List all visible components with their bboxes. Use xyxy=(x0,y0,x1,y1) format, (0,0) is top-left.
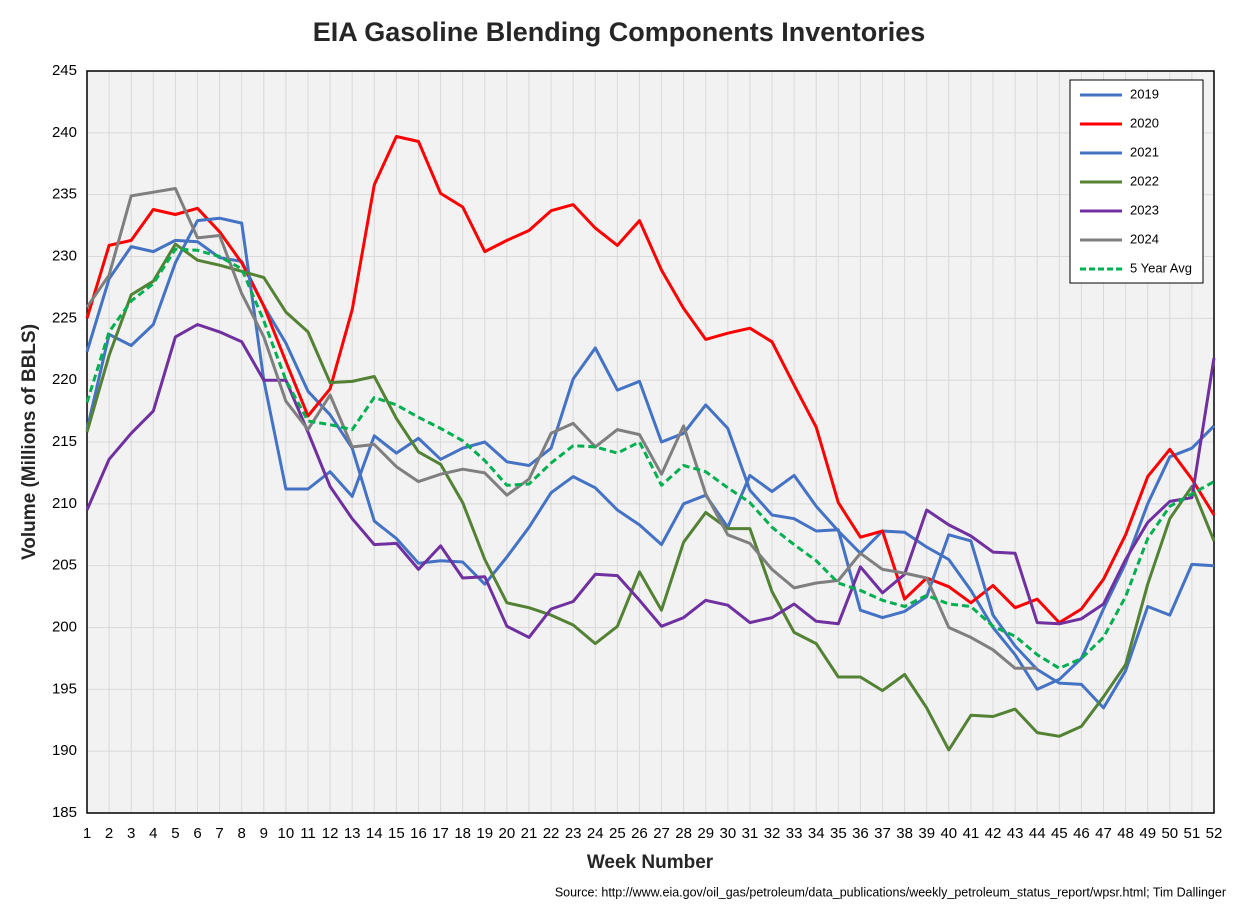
x-tick-label: 34 xyxy=(808,825,825,842)
x-tick-label: 5 xyxy=(171,825,179,842)
x-tick-label: 22 xyxy=(543,825,560,842)
x-tick-label: 10 xyxy=(278,825,295,842)
x-tick-label: 32 xyxy=(764,825,781,842)
legend-label: 2022 xyxy=(1130,173,1159,188)
x-tick-label: 13 xyxy=(344,825,361,842)
y-tick-label: 230 xyxy=(52,247,77,264)
legend-label: 5 Year Avg xyxy=(1130,260,1192,275)
x-tick-label: 1 xyxy=(83,825,91,842)
x-tick-label: 42 xyxy=(985,825,1002,842)
x-tick-label: 43 xyxy=(1007,825,1024,842)
series-line xyxy=(85,323,1216,639)
x-tick-label: 37 xyxy=(874,825,891,842)
x-tick-label: 16 xyxy=(410,825,427,842)
x-tick-label: 15 xyxy=(388,825,405,842)
x-tick-label: 41 xyxy=(963,825,980,842)
y-tick-label: 210 xyxy=(52,495,77,512)
x-tick-label: 26 xyxy=(631,825,648,842)
x-tick-label: 24 xyxy=(587,825,604,842)
y-tick-label: 200 xyxy=(52,618,77,635)
y-tick-label: 195 xyxy=(52,680,77,697)
x-tick-label: 7 xyxy=(215,825,223,842)
series-line xyxy=(85,187,1038,670)
x-tick-label: 27 xyxy=(653,825,670,842)
x-tick-label: 3 xyxy=(127,825,135,842)
y-tick-label: 240 xyxy=(52,124,77,141)
series-line xyxy=(85,247,1215,670)
series-line xyxy=(85,238,1216,691)
x-tick-label: 49 xyxy=(1139,825,1156,842)
legend-label: 2019 xyxy=(1130,86,1159,101)
x-tick-label: 28 xyxy=(675,825,692,842)
y-tick-label: 185 xyxy=(52,804,77,821)
x-tick-label: 12 xyxy=(322,825,339,842)
x-tick-label: 45 xyxy=(1051,825,1068,842)
x-tick-label: 17 xyxy=(432,825,449,842)
y-tick-label: 235 xyxy=(52,186,77,203)
x-tick-label: 46 xyxy=(1073,825,1090,842)
x-tick-label: 11 xyxy=(300,825,316,842)
y-tick-label: 225 xyxy=(52,309,77,326)
y-tick-label: 220 xyxy=(52,371,77,388)
x-tick-label: 23 xyxy=(565,825,582,842)
x-tick-label: 48 xyxy=(1117,825,1134,842)
x-tick-label: 20 xyxy=(499,825,516,842)
legend-label: 2023 xyxy=(1130,202,1159,217)
x-tick-label: 51 xyxy=(1184,825,1201,842)
x-tick-label: 35 xyxy=(830,825,847,842)
x-tick-label: 50 xyxy=(1161,825,1178,842)
x-tick-label: 4 xyxy=(149,825,157,842)
y-tick-label: 190 xyxy=(52,742,77,759)
x-tick-label: 2 xyxy=(105,825,113,842)
source-note: Source: http://www.eia.gov/oil_gas/petro… xyxy=(555,885,1226,899)
y-tick-label: 245 xyxy=(52,62,77,79)
x-axis-label: Week Number xyxy=(587,852,714,873)
y-tick-label: 205 xyxy=(52,557,77,574)
y-axis-label: Volume (Millions of BBLS) xyxy=(19,324,40,560)
x-tick-label: 44 xyxy=(1029,825,1046,842)
y-tick-label: 215 xyxy=(52,433,77,450)
x-tick-label: 9 xyxy=(260,825,268,842)
series-line xyxy=(85,135,1216,625)
x-tick-label: 40 xyxy=(940,825,957,842)
x-tick-label: 52 xyxy=(1206,825,1223,842)
series-line xyxy=(85,242,1216,752)
x-tick-label: 18 xyxy=(454,825,471,842)
chart-title: EIA Gasoline Blending Components Invento… xyxy=(313,17,926,47)
x-tick-label: 39 xyxy=(918,825,935,842)
x-tick-label: 38 xyxy=(896,825,913,842)
x-tick-label: 30 xyxy=(719,825,736,842)
legend-label: 2021 xyxy=(1130,144,1159,159)
x-tick-label: 36 xyxy=(852,825,869,842)
plot-border xyxy=(86,70,1215,814)
x-tick-label: 6 xyxy=(193,825,201,842)
legend-label: 2024 xyxy=(1130,231,1159,246)
x-tick-label: 14 xyxy=(366,825,383,842)
x-tick-label: 33 xyxy=(786,825,803,842)
x-tick-label: 8 xyxy=(238,825,246,842)
legend-label: 2020 xyxy=(1130,115,1159,130)
x-tick-label: 29 xyxy=(697,825,714,842)
series-line xyxy=(85,216,1215,710)
x-tick-label: 31 xyxy=(742,825,759,842)
x-tick-label: 21 xyxy=(521,825,538,842)
x-tick-label: 19 xyxy=(476,825,493,842)
x-tick-label: 25 xyxy=(609,825,626,842)
legend: 2019 2020 2021 2022 2023 2024 5 Year Avg xyxy=(1069,79,1204,284)
x-tick-label: 47 xyxy=(1095,825,1112,842)
